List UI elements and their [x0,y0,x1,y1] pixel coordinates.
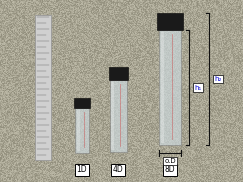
Bar [157,13,183,30]
Text: h₂: h₂ [214,76,222,82]
Bar [159,30,181,145]
Text: o.D: o.D [164,158,176,164]
Bar [160,32,164,143]
Bar [109,67,128,80]
Bar [75,108,89,153]
Text: 1D: 1D [77,165,87,175]
Bar [77,110,79,151]
Bar [35,15,51,160]
Text: h₁: h₁ [194,84,202,90]
Bar [111,82,114,150]
Text: 4D: 4D [113,165,123,175]
Text: 8D: 8D [165,165,175,175]
Bar [74,98,90,108]
Bar [110,80,127,152]
